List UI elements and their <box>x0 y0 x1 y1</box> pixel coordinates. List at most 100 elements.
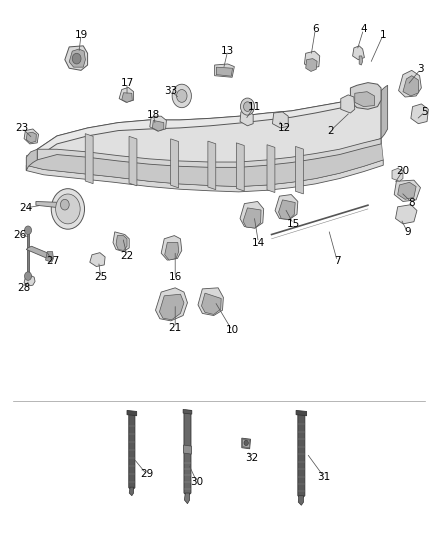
Polygon shape <box>26 149 37 171</box>
Text: 32: 32 <box>245 454 258 463</box>
Circle shape <box>25 226 32 235</box>
Polygon shape <box>46 252 53 262</box>
Polygon shape <box>296 147 304 194</box>
Polygon shape <box>159 294 184 320</box>
Polygon shape <box>216 67 233 76</box>
Polygon shape <box>304 51 320 68</box>
Polygon shape <box>275 195 298 220</box>
Polygon shape <box>90 253 105 266</box>
Polygon shape <box>398 182 416 199</box>
Polygon shape <box>306 59 317 71</box>
Polygon shape <box>237 143 244 191</box>
Text: 25: 25 <box>94 272 107 282</box>
Polygon shape <box>243 439 250 448</box>
Text: 12: 12 <box>278 123 291 133</box>
Polygon shape <box>411 104 428 124</box>
Polygon shape <box>298 496 304 505</box>
Text: 4: 4 <box>360 25 367 34</box>
Text: 7: 7 <box>334 256 341 266</box>
Polygon shape <box>396 205 417 224</box>
Polygon shape <box>208 141 216 190</box>
Polygon shape <box>392 168 403 181</box>
Text: 30: 30 <box>191 478 204 487</box>
Polygon shape <box>272 112 288 128</box>
Polygon shape <box>394 180 420 201</box>
Polygon shape <box>298 413 305 497</box>
Polygon shape <box>37 91 381 164</box>
Text: 3: 3 <box>417 64 424 74</box>
Polygon shape <box>198 288 223 316</box>
Text: 21: 21 <box>169 323 182 333</box>
Polygon shape <box>184 410 191 495</box>
Polygon shape <box>215 64 234 77</box>
Text: 14: 14 <box>252 238 265 247</box>
Polygon shape <box>355 92 374 107</box>
Polygon shape <box>85 134 93 184</box>
Text: 6: 6 <box>312 25 319 34</box>
Circle shape <box>177 90 187 102</box>
Polygon shape <box>240 110 253 126</box>
Polygon shape <box>350 83 381 109</box>
Polygon shape <box>171 139 179 188</box>
Polygon shape <box>155 288 187 321</box>
Polygon shape <box>240 201 264 228</box>
Text: 2: 2 <box>327 126 334 135</box>
Text: 11: 11 <box>247 102 261 111</box>
Text: 1: 1 <box>380 30 387 39</box>
Polygon shape <box>69 49 85 67</box>
Circle shape <box>56 194 80 224</box>
Circle shape <box>240 98 254 115</box>
Circle shape <box>244 102 251 111</box>
Text: 10: 10 <box>226 326 239 335</box>
Polygon shape <box>161 236 182 260</box>
Text: 5: 5 <box>421 107 428 117</box>
Polygon shape <box>26 160 383 192</box>
Text: 27: 27 <box>46 256 59 266</box>
Polygon shape <box>26 246 50 259</box>
Polygon shape <box>116 236 127 251</box>
Polygon shape <box>119 87 134 102</box>
Circle shape <box>244 440 248 446</box>
Polygon shape <box>26 139 383 187</box>
Polygon shape <box>341 95 355 113</box>
Polygon shape <box>381 85 388 139</box>
Text: 16: 16 <box>169 272 182 282</box>
Polygon shape <box>122 93 132 102</box>
Polygon shape <box>183 409 192 414</box>
Text: 13: 13 <box>221 46 234 55</box>
Polygon shape <box>267 144 275 192</box>
Text: 19: 19 <box>74 30 88 39</box>
Text: 33: 33 <box>164 86 177 95</box>
Text: 24: 24 <box>20 203 33 213</box>
Text: 20: 20 <box>396 166 410 175</box>
Polygon shape <box>242 438 251 449</box>
Text: 17: 17 <box>120 78 134 87</box>
Polygon shape <box>26 132 36 143</box>
Polygon shape <box>36 201 65 208</box>
Polygon shape <box>243 208 261 228</box>
Polygon shape <box>399 70 421 97</box>
Text: 23: 23 <box>15 123 28 133</box>
Polygon shape <box>129 136 137 186</box>
Circle shape <box>172 84 191 108</box>
Text: 28: 28 <box>18 283 31 293</box>
Polygon shape <box>113 232 129 252</box>
Text: 9: 9 <box>404 227 411 237</box>
Polygon shape <box>201 293 221 314</box>
Polygon shape <box>165 243 179 260</box>
Polygon shape <box>184 493 190 504</box>
Circle shape <box>60 199 69 210</box>
Text: 8: 8 <box>408 198 415 207</box>
Polygon shape <box>27 230 29 276</box>
Circle shape <box>72 53 81 64</box>
Circle shape <box>51 189 85 229</box>
Text: 15: 15 <box>287 219 300 229</box>
Polygon shape <box>152 120 164 131</box>
Text: 22: 22 <box>120 251 134 261</box>
Polygon shape <box>184 445 191 454</box>
Polygon shape <box>150 116 166 131</box>
Text: 26: 26 <box>13 230 26 239</box>
Text: 31: 31 <box>318 472 331 482</box>
Polygon shape <box>129 487 134 496</box>
Polygon shape <box>37 91 381 157</box>
